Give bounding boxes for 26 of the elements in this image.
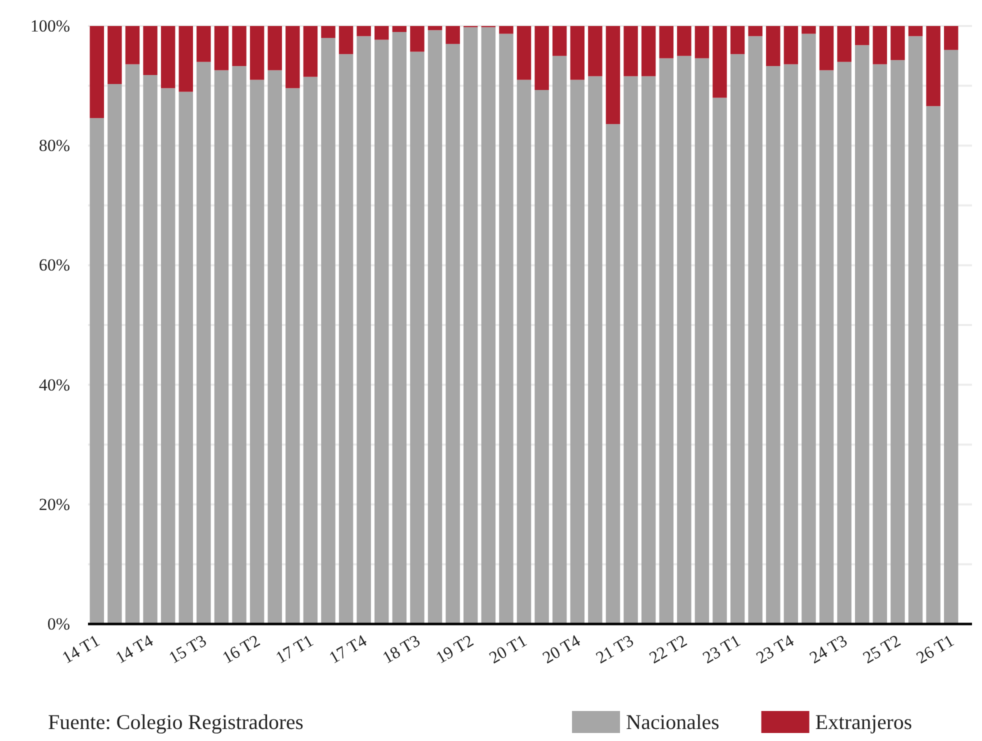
x-tick-label: 23 T1 <box>700 631 744 668</box>
legend-label: Extranjeros <box>815 710 912 734</box>
x-tick-label: 20 T4 <box>539 630 584 668</box>
x-tick-label: 15 T3 <box>166 631 210 668</box>
y-tick-label: 80% <box>38 136 70 156</box>
x-tick-label: 22 T2 <box>646 631 690 668</box>
legend-label: Nacionales <box>626 710 720 734</box>
x-tick-label: 26 T1 <box>913 631 958 668</box>
x-tick-label: 19 T2 <box>432 631 477 668</box>
x-tick-label: 17 T1 <box>272 631 316 668</box>
x-tick-label: 20 T1 <box>486 631 530 668</box>
x-tick-label: 23 T4 <box>752 630 798 668</box>
y-tick-label: 100% <box>30 16 70 36</box>
source-note: Fuente: Colegio Registradores <box>48 710 304 734</box>
x-tick-label: 14 T1 <box>58 631 103 668</box>
x-tick-label: 16 T2 <box>219 631 264 668</box>
x-tick-label: 18 T3 <box>379 631 424 668</box>
y-tick-label: 40% <box>38 375 70 394</box>
y-tick-label: 60% <box>38 256 70 275</box>
y-tick-label: 20% <box>38 494 70 514</box>
x-tick-label: 24 T3 <box>806 631 850 668</box>
x-tick-label: 25 T2 <box>860 631 904 668</box>
y-tick-label: 0% <box>47 614 70 634</box>
x-tick-label: 17 T4 <box>326 630 370 668</box>
x-tick-label: 21 T3 <box>592 631 637 668</box>
x-tick-label: 14 T4 <box>112 630 157 668</box>
